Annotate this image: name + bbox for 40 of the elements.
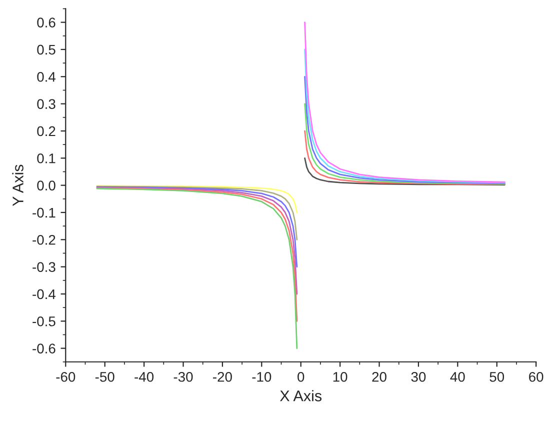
y-tick-label: -0.5: [32, 316, 56, 326]
y-tick-label: 0.3: [37, 99, 56, 109]
x-tick-label: 40: [450, 372, 465, 382]
y-tick-label: 0.4: [37, 72, 56, 82]
line-series: [96, 186, 298, 268]
y-tick-label: -0.2: [32, 234, 56, 245]
y-tick-label: 0.0: [37, 180, 56, 190]
x-tick-label: -30: [174, 372, 193, 382]
x-tick-label: -50: [95, 372, 114, 382]
x-tick-label: 10: [333, 372, 348, 382]
x-tick-label: 0: [298, 372, 304, 382]
x-axis-title: X Axis: [280, 390, 322, 402]
y-tick-label: -0.6: [32, 344, 56, 354]
y-tick-label: -0.4: [32, 289, 56, 300]
line-series: [96, 186, 298, 295]
x-tick-label: 60: [529, 372, 544, 382]
line-series: [304, 22, 506, 183]
line-series: [304, 157, 506, 186]
line-series: [304, 48, 506, 184]
x-tick-label: -20: [213, 372, 232, 382]
y-tick-label: 0.5: [37, 44, 56, 55]
line-series: [304, 130, 506, 185]
x-tick-label: -60: [56, 372, 76, 382]
line-series: [96, 187, 298, 322]
x-tick-label: -40: [134, 372, 154, 382]
y-tick-label: -0.1: [32, 208, 56, 218]
line-series: [96, 185, 298, 214]
y-tick-label: -0.3: [32, 262, 56, 272]
line-series: [96, 186, 298, 240]
x-tick-label: 20: [372, 372, 386, 382]
x-tick-label: -10: [252, 372, 272, 382]
x-tick-label: 30: [411, 372, 426, 382]
line-series: [304, 103, 506, 184]
line-series: [304, 76, 506, 184]
line-series: [96, 188, 298, 349]
y-tick-label: 0.2: [37, 126, 56, 136]
y-tick-label: 0.6: [37, 18, 56, 28]
y-tick-label: 0.1: [37, 153, 56, 164]
y-axis-title: Y Axis: [12, 164, 24, 206]
x-tick-label: 50: [490, 372, 504, 382]
